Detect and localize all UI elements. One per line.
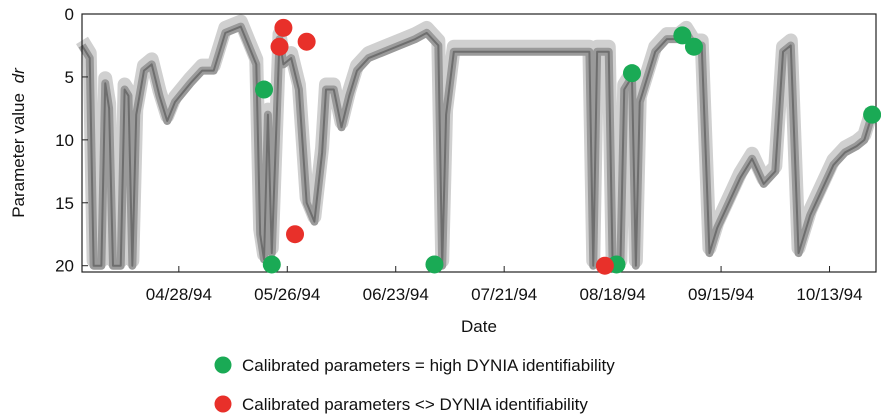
red-point (274, 18, 293, 37)
red-point (286, 225, 305, 244)
x-axis-label: Date (461, 317, 497, 336)
y-axis-label-symbol: dr (9, 67, 28, 83)
legend: Calibrated parameters = high DYNIA ident… (214, 356, 615, 414)
green-point (262, 255, 281, 274)
band-centerline (81, 25, 874, 267)
x-tick-label: 08/18/94 (580, 285, 646, 304)
red-point (270, 37, 289, 56)
y-tick-label: 5 (65, 68, 74, 87)
red-point (595, 256, 614, 275)
x-axis: 04/28/94 05/26/94 06/23/94 07/21/94 08/18/94… (146, 266, 863, 304)
x-tick-label: 04/28/94 (146, 285, 212, 304)
legend-item-green: Calibrated parameters = high DYNIA ident… (214, 356, 615, 375)
band-outer (76, 14, 879, 268)
green-point (684, 37, 703, 56)
legend-label-red: Calibrated parameters <> DYNIA identifia… (242, 395, 588, 414)
green-point (255, 80, 274, 99)
y-tick-label: 10 (55, 131, 74, 150)
series-points (255, 18, 881, 275)
green-point (622, 64, 641, 83)
legend-marker-green (214, 356, 232, 374)
green-point (673, 26, 692, 45)
x-tick-label: 07/21/94 (471, 285, 537, 304)
y-axis: 0 5 10 15 20 (55, 5, 88, 276)
green-point (863, 105, 881, 124)
x-tick-label: 09/15/94 (688, 285, 754, 304)
red-point (297, 32, 316, 51)
plot-area (81, 13, 877, 273)
y-axis-label-text: Parameter value (9, 93, 28, 218)
identifiability-band (76, 14, 879, 270)
legend-label-green: Calibrated parameters = high DYNIA ident… (242, 356, 615, 375)
legend-item-red: Calibrated parameters <> DYNIA identifia… (214, 395, 588, 414)
x-tick-label: 06/23/94 (363, 285, 429, 304)
x-tick-label: 10/13/94 (796, 285, 862, 304)
y-axis-label: Parameter value dr (9, 67, 28, 218)
green-point (425, 255, 444, 274)
x-tick-label: 05/26/94 (254, 285, 320, 304)
y-tick-label: 15 (55, 194, 74, 213)
y-tick-label: 20 (55, 257, 74, 276)
legend-marker-red (214, 395, 232, 413)
y-tick-label: 0 (65, 5, 74, 24)
